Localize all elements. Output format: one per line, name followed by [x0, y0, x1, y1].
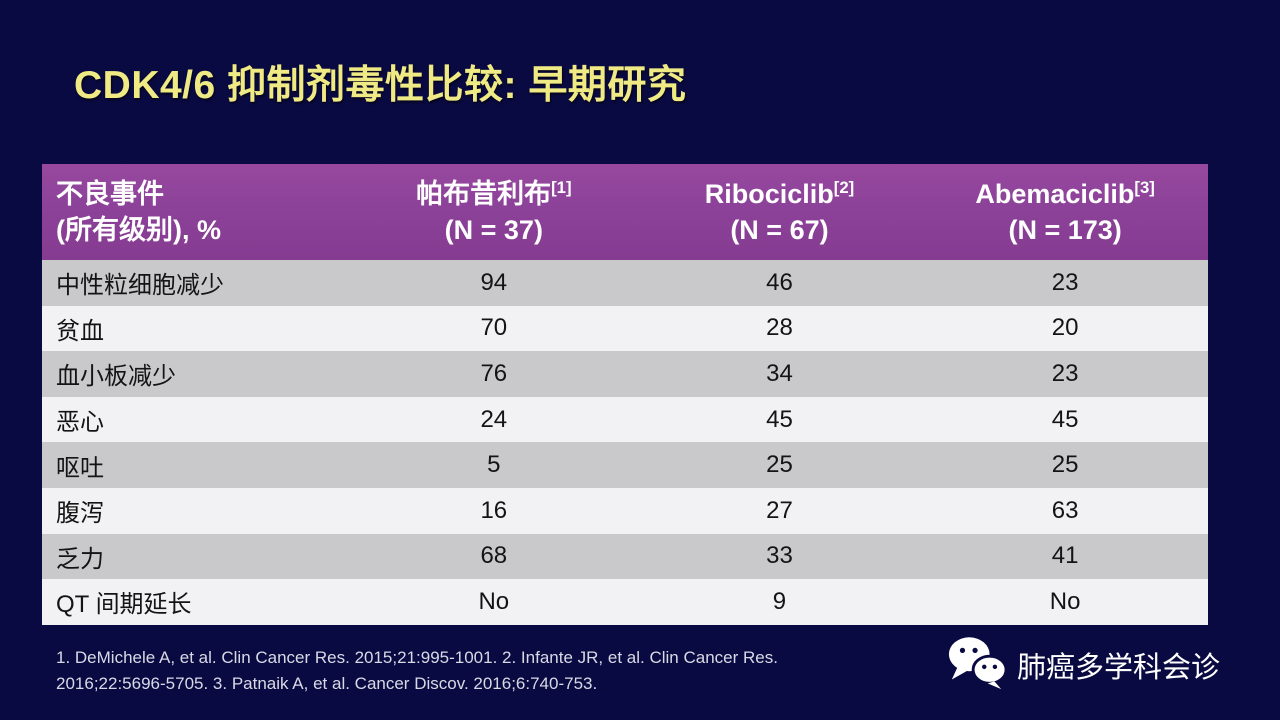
row-label: 呕吐	[56, 454, 104, 482]
table-row: 乏力 68 33 41	[42, 533, 1208, 580]
table-body: 中性粒细胞减少 94 46 23 贫血 70 28 20 血小板减少 76 34…	[42, 260, 1208, 625]
row-label: 乏力	[56, 545, 104, 573]
table-cell: 23	[1051, 268, 1079, 296]
table-cell: 34	[766, 359, 793, 387]
table-header-adverse-event: 不良事件 (所有级别), %	[56, 179, 221, 245]
table-cell: No	[478, 587, 510, 615]
wechat-icon	[946, 634, 1008, 695]
table-cell: No	[1049, 587, 1081, 615]
table-header-abemaciclib: Abemaciclib[3] (N = 173)	[975, 178, 1155, 245]
reference-superscript: [2]	[833, 178, 855, 197]
table-row: 恶心 24 45 45	[42, 396, 1208, 443]
table-cell: 20	[1051, 314, 1079, 342]
table-header-row: 不良事件 (所有级别), % 帕布昔利布[1] (N = 37) Ribocic…	[42, 164, 1208, 260]
references: 1. DeMichele A, et al. Clin Cancer Res. …	[56, 648, 778, 693]
table-cell: 70	[480, 314, 508, 342]
table-cell: 45	[766, 405, 793, 433]
table-cell: 41	[1051, 542, 1079, 570]
wechat-account-label: 肺癌多学科会诊	[1017, 651, 1221, 684]
table-cell: 23	[1051, 359, 1079, 387]
table-cell: 33	[766, 542, 793, 570]
table-header-ribociclib: Ribociclib[2] (N = 67)	[704, 178, 855, 245]
table-row: 腹泻 16 27 63	[42, 487, 1208, 534]
table-cell: 68	[480, 542, 508, 570]
page-title: CDK4/6 抑制剂毒性比较: 早期研究	[74, 64, 687, 107]
table-cell: 5	[487, 451, 501, 479]
reference-superscript: [3]	[1134, 178, 1155, 197]
table-cell: 45	[1051, 405, 1079, 433]
table-cell: 28	[766, 314, 793, 342]
row-label: 中性粒细胞减少	[56, 272, 224, 300]
table-cell: 94	[480, 268, 508, 296]
table-row: QT 间期延长 No 9 No	[42, 579, 1208, 625]
table-cell: 25	[1051, 451, 1079, 479]
table-cell: 46	[766, 268, 793, 296]
table-cell: 25	[766, 451, 793, 479]
table-header-palbociclib: 帕布昔利布[1] (N = 37)	[416, 178, 572, 245]
table-row: 呕吐 5 25 25	[42, 442, 1208, 488]
toxicity-table: 不良事件 (所有级别), % 帕布昔利布[1] (N = 37) Ribocic…	[42, 164, 1208, 625]
reference-superscript: [1]	[551, 178, 572, 197]
wechat-badge: 肺癌多学科会诊	[946, 634, 1220, 695]
table-cell: 76	[480, 359, 508, 387]
table-cell: 9	[772, 587, 787, 615]
row-label: 腹泻	[56, 500, 104, 528]
table-cell: 27	[766, 496, 793, 524]
table-row: 中性粒细胞减少 94 46 23	[42, 260, 1208, 306]
table-cell: 16	[480, 496, 508, 524]
table-row: 血小板减少 76 34 23	[42, 351, 1208, 397]
table-cell: 24	[480, 405, 508, 433]
row-label: QT 间期延长	[56, 591, 192, 619]
row-label: 血小板减少	[56, 363, 176, 391]
row-label: 贫血	[56, 317, 104, 345]
table-cell: 63	[1051, 496, 1079, 524]
row-label: 恶心	[56, 409, 104, 437]
table-row: 贫血 70 28 20	[42, 305, 1208, 352]
